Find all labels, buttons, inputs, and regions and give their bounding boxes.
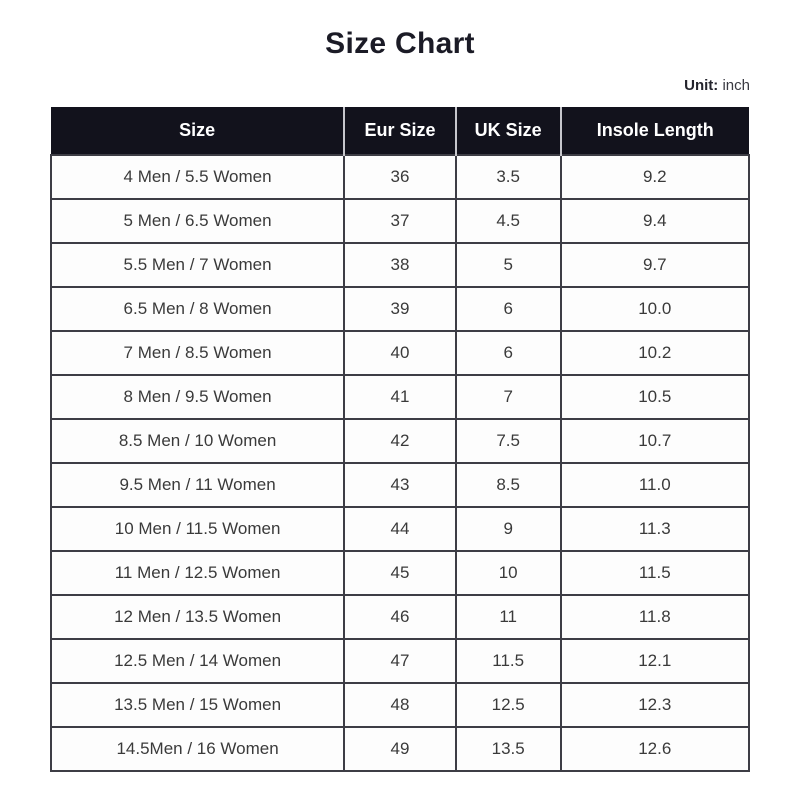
cell-uk-size: 4.5 — [454, 198, 562, 244]
cell-uk-size: 13.5 — [454, 726, 562, 772]
cell-insole-length: 10.7 — [559, 418, 751, 464]
table-header: Size Eur Size UK Size Insole Length — [51, 107, 749, 155]
cell-uk-size: 12.5 — [454, 682, 562, 728]
cell-insole-length: 12.3 — [559, 682, 751, 728]
table-row: 11 Men / 12.5 Women 45 10 11.5 — [49, 550, 751, 596]
cell-size: 7 Men / 8.5 Women — [49, 330, 346, 376]
table-row: 6.5 Men / 8 Women 39 6 10.0 — [49, 286, 751, 332]
table-row: 7 Men / 8.5 Women 40 6 10.2 — [49, 330, 751, 376]
cell-size: 12 Men / 13.5 Women — [49, 594, 346, 640]
table-row: 8.5 Men / 10 Women 42 7.5 10.7 — [49, 418, 751, 464]
cell-size: 8.5 Men / 10 Women — [49, 418, 346, 464]
cell-insole-length: 12.6 — [559, 726, 751, 772]
cell-insole-length: 10.2 — [559, 330, 751, 376]
cell-uk-size: 6 — [454, 286, 562, 332]
cell-size: 13.5 Men / 15 Women — [49, 682, 346, 728]
table-row: 9.5 Men / 11 Women 43 8.5 11.0 — [49, 462, 751, 508]
cell-size: 6.5 Men / 8 Women — [49, 286, 346, 332]
cell-insole-length: 12.1 — [559, 638, 751, 684]
cell-uk-size: 3.5 — [454, 154, 562, 200]
cell-insole-length: 11.0 — [559, 462, 751, 508]
cell-eur-size: 49 — [343, 726, 457, 772]
cell-insole-length: 11.5 — [559, 550, 751, 596]
cell-insole-length: 9.7 — [559, 242, 751, 288]
table-header-row: Size Eur Size UK Size Insole Length — [51, 107, 749, 155]
cell-insole-length: 10.0 — [559, 286, 751, 332]
column-header-size: Size — [51, 107, 345, 155]
cell-eur-size: 45 — [343, 550, 457, 596]
table-row: 8 Men / 9.5 Women 41 7 10.5 — [49, 374, 751, 420]
table-row: 5 Men / 6.5 Women 37 4.5 9.4 — [49, 198, 751, 244]
cell-uk-size: 6 — [454, 330, 562, 376]
table-row: 12 Men / 13.5 Women 46 11 11.8 — [49, 594, 751, 640]
cell-uk-size: 7.5 — [454, 418, 562, 464]
cell-eur-size: 43 — [343, 462, 457, 508]
column-header-uk-size: UK Size — [454, 107, 561, 155]
cell-eur-size: 40 — [343, 330, 457, 376]
unit-label: Unit: — [684, 77, 719, 94]
cell-eur-size: 42 — [343, 418, 457, 464]
unit-value: inch — [722, 77, 750, 94]
table-row: 12.5 Men / 14 Women 47 11.5 12.1 — [49, 638, 751, 684]
cell-insole-length: 11.3 — [559, 506, 751, 552]
table-body: 4 Men / 5.5 Women 36 3.5 9.2 5 Men / 6.5… — [49, 154, 751, 772]
table-row: 4 Men / 5.5 Women 36 3.5 9.2 — [49, 154, 751, 200]
cell-uk-size: 10 — [454, 550, 562, 596]
cell-insole-length: 11.8 — [559, 594, 751, 640]
cell-uk-size: 11 — [454, 594, 562, 640]
cell-size: 8 Men / 9.5 Women — [49, 374, 346, 420]
cell-insole-length: 9.2 — [559, 154, 751, 200]
table-row: 14.5Men / 16 Women 49 13.5 12.6 — [49, 726, 751, 772]
cell-size: 5 Men / 6.5 Women — [49, 198, 346, 244]
cell-eur-size: 41 — [343, 374, 457, 420]
cell-eur-size: 36 — [343, 154, 457, 200]
cell-eur-size: 48 — [343, 682, 457, 728]
cell-uk-size: 8.5 — [454, 462, 562, 508]
table-row: 13.5 Men / 15 Women 48 12.5 12.3 — [49, 682, 751, 728]
cell-size: 5.5 Men / 7 Women — [49, 242, 346, 288]
cell-size: 10 Men / 11.5 Women — [49, 506, 346, 552]
size-chart-table: Size Eur Size UK Size Insole Length 4 Me… — [49, 107, 751, 772]
cell-size: 12.5 Men / 14 Women — [49, 638, 346, 684]
cell-eur-size: 44 — [343, 506, 457, 552]
cell-eur-size: 47 — [343, 638, 457, 684]
cell-insole-length: 10.5 — [559, 374, 751, 420]
cell-eur-size: 39 — [343, 286, 457, 332]
cell-uk-size: 11.5 — [454, 638, 562, 684]
cell-size: 4 Men / 5.5 Women — [49, 154, 346, 200]
cell-size: 9.5 Men / 11 Women — [49, 462, 346, 508]
cell-size: 11 Men / 12.5 Women — [49, 550, 346, 596]
cell-insole-length: 9.4 — [559, 198, 751, 244]
page-title: Size Chart — [325, 27, 475, 60]
table-row: 5.5 Men / 7 Women 38 5 9.7 — [49, 242, 751, 288]
cell-eur-size: 46 — [343, 594, 457, 640]
cell-uk-size: 9 — [454, 506, 562, 552]
table-row: 10 Men / 11.5 Women 44 9 11.3 — [49, 506, 751, 552]
column-header-eur-size: Eur Size — [343, 107, 456, 155]
unit-note: Unit: inch — [50, 77, 750, 94]
cell-eur-size: 38 — [343, 242, 457, 288]
cell-size: 14.5Men / 16 Women — [49, 726, 346, 772]
column-header-insole-length: Insole Length — [559, 107, 749, 155]
cell-eur-size: 37 — [343, 198, 457, 244]
cell-uk-size: 7 — [454, 374, 562, 420]
cell-uk-size: 5 — [454, 242, 562, 288]
